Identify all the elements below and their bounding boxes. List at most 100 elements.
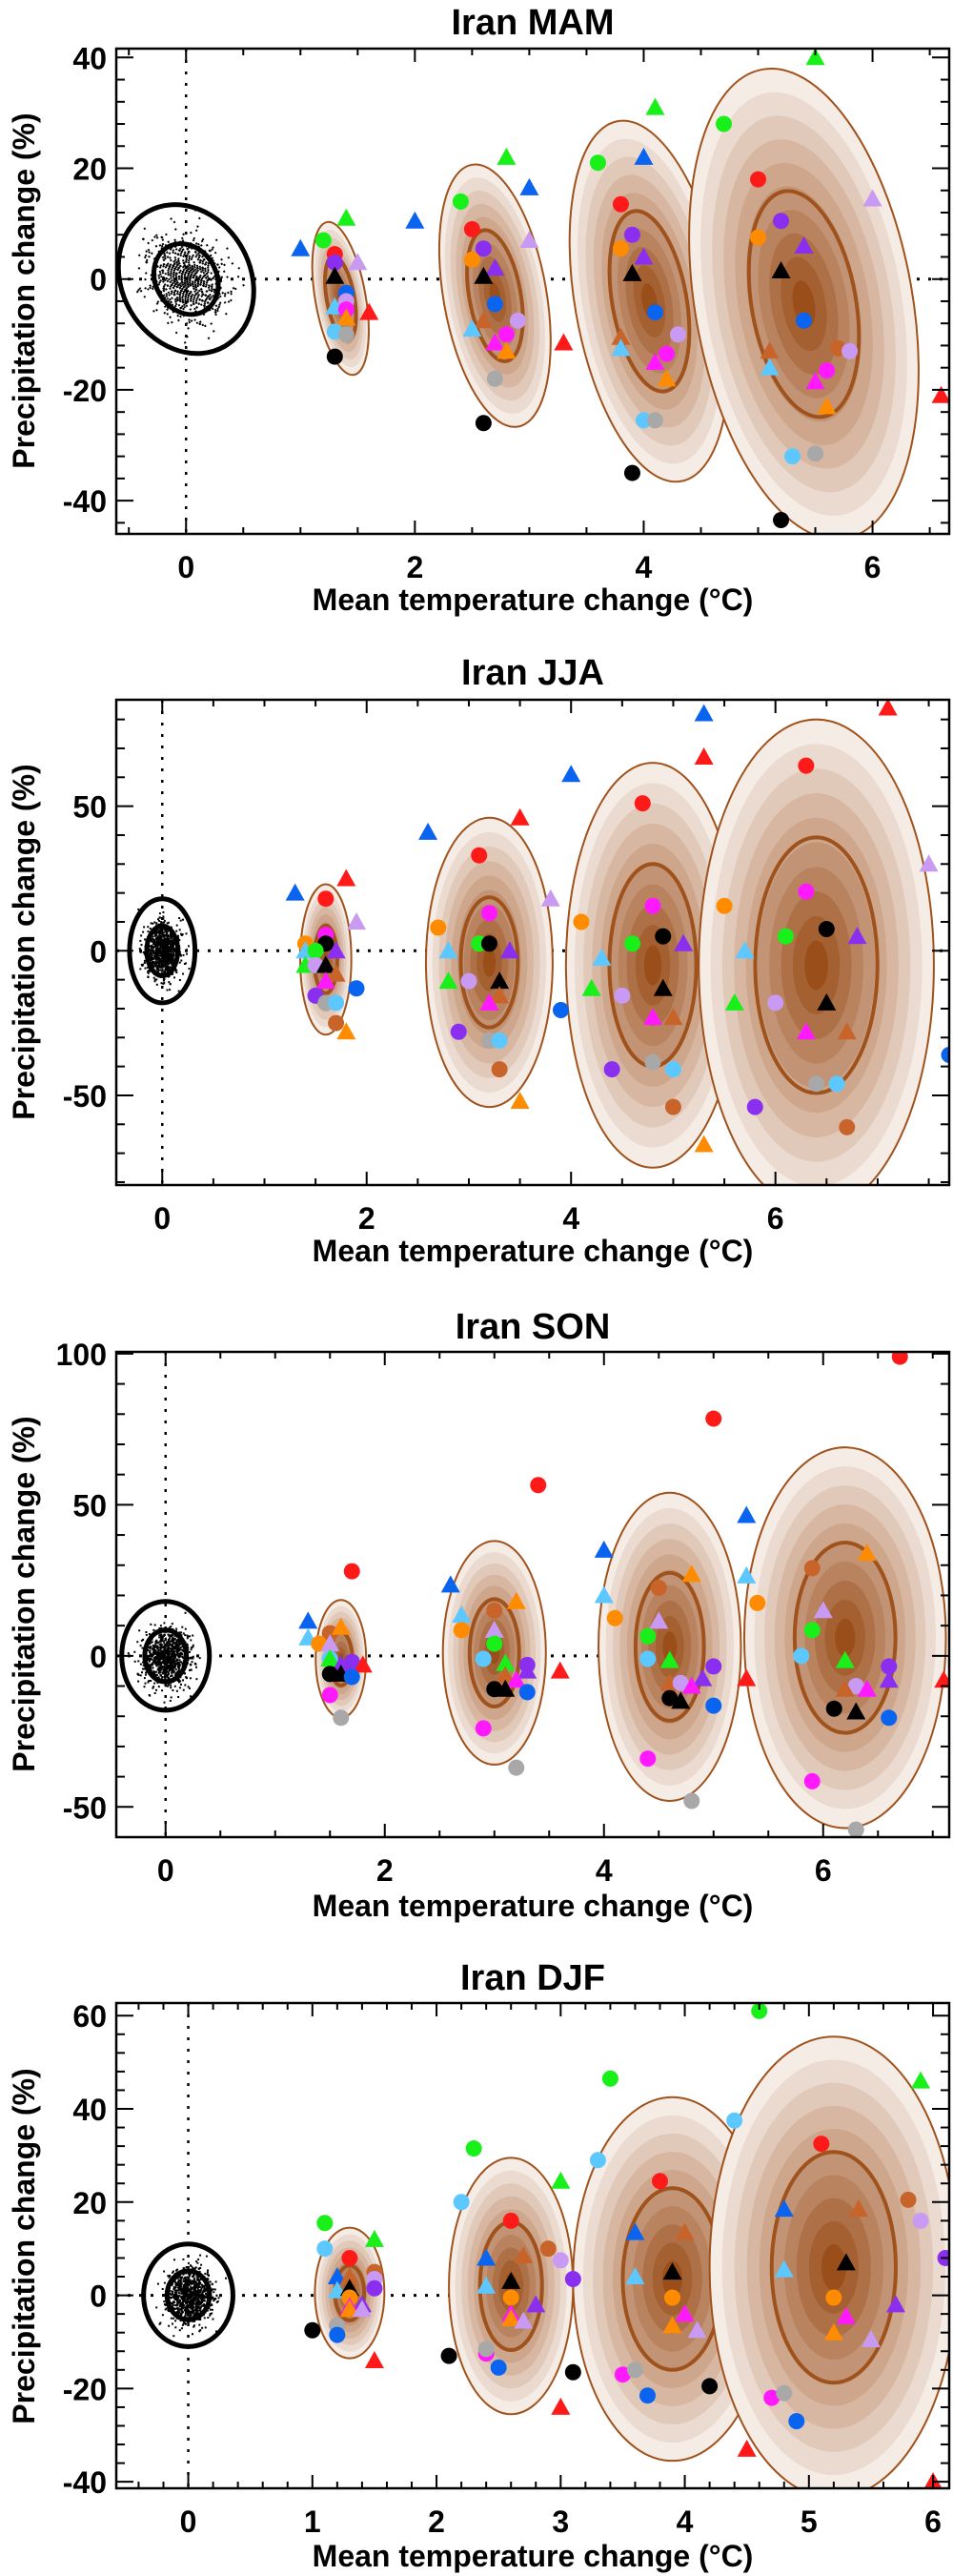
sample-dot — [149, 1649, 152, 1652]
sample-dot — [189, 283, 193, 287]
sample-dot — [176, 2302, 179, 2305]
sample-dot — [172, 946, 174, 948]
sample-dot — [183, 2287, 186, 2290]
sample-dot — [171, 1660, 173, 1663]
sample-dot — [170, 2293, 172, 2296]
model-point-red-triangle — [694, 747, 714, 766]
sample-dot — [191, 2287, 193, 2290]
sample-dot — [194, 2284, 197, 2287]
sample-dot — [182, 2258, 185, 2260]
sample-dot — [160, 1639, 163, 1642]
sample-dot — [212, 246, 214, 249]
sample-dot — [171, 2283, 173, 2286]
sample-dot — [177, 266, 181, 270]
sample-dot — [190, 295, 193, 298]
sample-dot — [217, 2297, 220, 2300]
sample-dot — [205, 243, 209, 247]
sample-dot — [185, 286, 189, 290]
sample-dot — [183, 264, 187, 268]
model-point-green-triangle — [336, 208, 356, 226]
sample-dot — [201, 293, 205, 296]
variability-ellipse-inner — [151, 241, 221, 317]
sample-dot — [172, 2293, 173, 2296]
sample-dot — [160, 960, 163, 963]
sample-dot — [170, 1657, 172, 1660]
sample-dot — [165, 941, 168, 944]
sample-dot — [202, 2295, 205, 2297]
model-point-skyblue-triangle — [462, 319, 482, 337]
sample-dot — [176, 2281, 179, 2284]
sample-dot — [162, 921, 165, 924]
model-point-orange-triangle — [339, 2300, 359, 2318]
sample-dot — [191, 2302, 193, 2305]
sample-dot — [163, 1651, 166, 1653]
sample-dot — [181, 1663, 184, 1666]
panel-title: Iran SON — [456, 1307, 611, 1347]
sample-dot — [143, 1677, 146, 1680]
sample-dot — [168, 1672, 171, 1675]
sample-dot — [168, 252, 172, 256]
sample-dot — [157, 274, 161, 277]
sample-dot — [196, 2300, 199, 2303]
sample-dot — [161, 1637, 164, 1640]
sample-dot — [147, 926, 150, 929]
sample-dot — [175, 924, 178, 927]
model-point-magenta-triangle — [857, 1679, 877, 1697]
sample-dot — [170, 1659, 172, 1662]
sample-dot — [162, 965, 165, 968]
sample-dot — [172, 1689, 174, 1691]
model-point-red-triangle — [364, 2351, 384, 2369]
sample-dot — [193, 2314, 196, 2317]
sample-dot — [211, 283, 214, 286]
sample-dot — [182, 1688, 185, 1691]
sample-dot — [195, 275, 198, 278]
sample-dot — [192, 297, 195, 301]
sample-dot — [159, 958, 162, 961]
model-point-purple-triangle — [879, 1670, 899, 1688]
sample-dot — [171, 942, 173, 945]
sample-dot — [155, 930, 158, 933]
sample-dot — [157, 1660, 160, 1663]
model-point-black-circle — [661, 1689, 679, 1707]
sample-dot — [173, 1664, 176, 1666]
projection-ellipse — [598, 1491, 742, 1802]
sample-dot — [197, 2301, 200, 2304]
sample-dot — [192, 2275, 194, 2278]
sample-dot — [197, 2295, 200, 2297]
sample-dot — [178, 1631, 181, 1634]
model-point-magenta-triangle — [485, 333, 505, 351]
sample-dot — [167, 1640, 170, 1643]
sample-dot — [185, 260, 188, 263]
sample-dot — [167, 939, 169, 942]
model-point-red-circle — [341, 2249, 358, 2266]
sample-dot — [146, 966, 149, 969]
sample-dot — [168, 265, 172, 268]
sample-dot — [178, 1669, 181, 1672]
model-point-orange-triangle — [817, 397, 837, 415]
sample-dot — [164, 1677, 167, 1680]
sample-dot — [186, 252, 190, 256]
y-tick-label: -50 — [63, 1079, 107, 1114]
sample-dot — [166, 1648, 169, 1651]
sample-dot — [195, 2260, 198, 2263]
ellipse-outline-outer — [441, 1540, 547, 1766]
sample-dot — [198, 276, 202, 279]
model-point-black-triangle — [846, 1702, 866, 1720]
sample-dot — [171, 935, 173, 938]
sample-dot — [163, 960, 165, 962]
model-point-blue-triangle — [625, 2222, 645, 2240]
sample-dot — [207, 2269, 210, 2272]
sample-dot — [202, 2296, 205, 2299]
sample-dot — [162, 263, 166, 266]
sample-dot — [170, 2317, 172, 2320]
sample-dot — [194, 242, 198, 245]
model-point-orange-triangle — [331, 1617, 351, 1635]
variability-ellipse-inner — [142, 1627, 190, 1685]
sample-dot — [193, 1662, 196, 1665]
sample-dot — [156, 1654, 159, 1657]
sample-dot — [177, 1664, 180, 1666]
projection-ellipse — [424, 816, 554, 1109]
sample-dot — [192, 2274, 194, 2277]
model-point-purple-circle — [705, 1658, 722, 1675]
model-point-green-circle — [803, 1622, 821, 1639]
